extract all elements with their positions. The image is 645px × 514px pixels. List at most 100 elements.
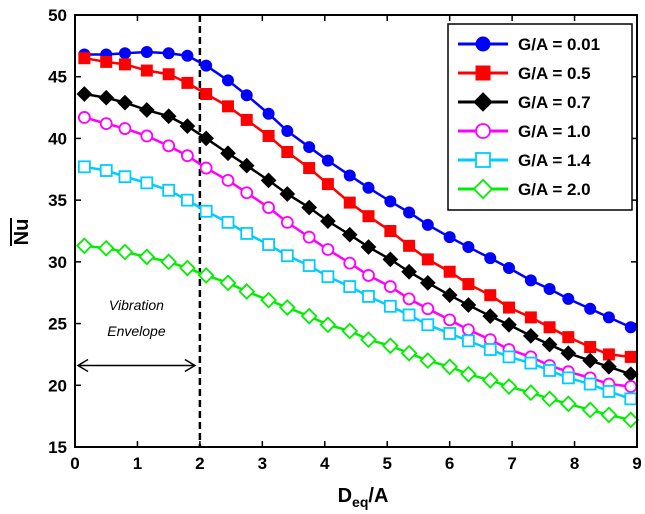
data-point [524,356,538,370]
data-point [624,350,637,363]
y-axis-label-group: Nu [10,218,33,246]
plot-frame [74,14,638,448]
data-point [524,274,537,287]
data-point [118,170,132,184]
data-point [321,154,334,167]
data-point [140,129,154,143]
data-point [181,49,194,62]
data-point [320,213,336,229]
legend-label: G/A = 1.4 [518,151,591,170]
arrow-head-right-icon [184,358,197,373]
data-point [116,243,134,261]
legend-swatch-marker [473,92,493,112]
data-point [559,395,577,413]
y-tick-label: 40 [48,129,67,148]
data-point [140,64,153,77]
legend-entry: G/A = 0.5 [458,64,591,83]
series-line [84,92,632,376]
data-point [118,122,132,135]
data-point [280,249,294,263]
data-point [461,323,475,337]
data-point [600,406,618,424]
data-point [360,239,377,255]
x-tick-label: 6 [445,454,454,473]
data-point [443,265,456,278]
data-point [402,292,416,306]
annotation-line-1: Vibration [109,297,164,313]
series-3 [76,86,639,383]
data-point [421,253,434,266]
data-point [140,176,154,190]
data-point [199,161,213,175]
data-point [624,392,638,406]
data-point [341,226,358,243]
data-point [562,331,575,344]
data-point [541,390,559,408]
data-point [419,352,437,370]
data-point [240,113,253,126]
data-point [262,201,275,214]
data-point [118,58,131,71]
x-tick-label: 2 [195,454,204,473]
data-point [98,89,115,106]
data-point [502,301,515,314]
data-point [541,336,558,353]
data-point [260,172,277,189]
data-point [221,173,235,187]
data-point [321,270,335,284]
data-point [362,269,375,282]
data-point [321,243,335,256]
data-point [502,262,515,275]
data-point [421,318,435,332]
data-point [543,321,556,334]
data-point [162,139,176,153]
data-point [443,231,456,244]
data-point [384,225,397,237]
y-ticks: 15 20 25 30 35 40 45 50 [48,6,637,457]
data-point [582,352,599,369]
series-5 [77,160,638,406]
legend-swatch-marker [475,152,491,168]
x-axis-label: Deq/A [338,485,389,510]
data-point [279,186,296,202]
x-tick-label: 0 [70,454,79,473]
y-tick-label: 35 [48,191,67,210]
data-point [97,239,115,257]
data-point [162,47,175,60]
data-point [180,149,194,163]
data-point [219,274,237,292]
data-point [238,283,256,300]
data-point [280,215,294,229]
data-point [343,169,356,182]
legend-label: G/A = 1.0 [518,122,591,141]
data-point [400,344,418,362]
data-point [343,256,357,270]
data-point [583,377,597,391]
data-point [441,287,458,304]
series-line [84,56,631,359]
data-point [221,215,235,229]
series-line [84,244,632,422]
data-point [362,290,375,303]
data-point [543,364,556,377]
data-point [321,178,334,191]
data-point [482,308,499,325]
data-point [238,157,255,174]
data-point [262,129,275,142]
y-tick-label: 15 [48,438,67,457]
legend-swatch-marker [472,178,494,200]
data-point [117,94,133,111]
data-point [140,46,153,59]
data-point [77,111,91,124]
data-point [78,52,91,65]
data-point [584,341,597,354]
data-point [362,210,375,223]
x-tick-label: 4 [320,454,330,473]
data-point [382,251,399,268]
legend-swatch-marker [475,65,491,81]
data-point [160,253,178,271]
data-point [240,186,254,200]
data-point [197,267,215,284]
legend-entry: G/A = 2.0 [458,178,591,200]
data-point [403,206,416,219]
